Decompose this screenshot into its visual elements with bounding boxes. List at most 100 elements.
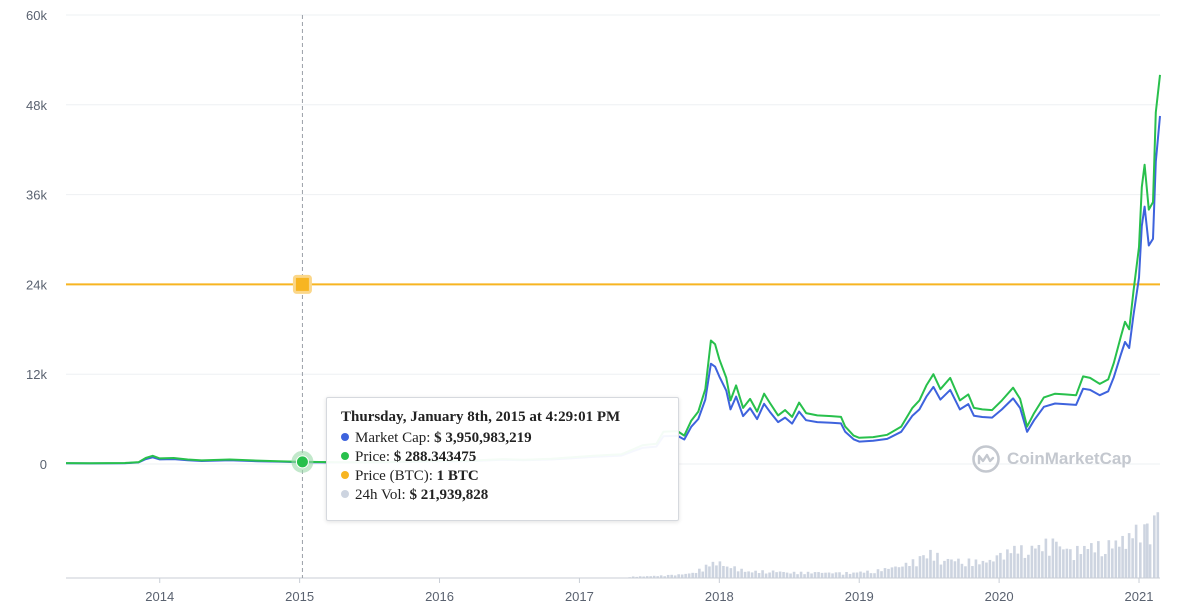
tooltip-label: 24h Vol: — [355, 487, 406, 503]
hover-marker-price — [295, 455, 309, 469]
volume-bar — [768, 572, 771, 578]
volume-bar — [995, 555, 999, 578]
watermark-text: CoinMarketCap — [1007, 449, 1132, 468]
volume-bar — [918, 556, 922, 578]
volume-bar — [999, 552, 1002, 578]
tooltip-label: Price (BTC): — [355, 468, 433, 484]
volume-bar — [1131, 538, 1134, 578]
volume-bar — [694, 572, 698, 578]
volume-bar — [750, 572, 754, 578]
volume-bar — [925, 558, 929, 578]
volume-bar — [915, 566, 918, 578]
volume-bar — [1114, 540, 1118, 578]
volume-bar — [1037, 544, 1041, 578]
volume-bar — [792, 571, 796, 578]
volume-bar — [883, 568, 887, 578]
volume-bar — [1020, 545, 1023, 578]
volume-bar — [704, 564, 708, 578]
volume-bar — [957, 558, 960, 578]
volume-bar — [1072, 560, 1076, 578]
volume-bar — [841, 574, 845, 578]
volume-bar — [1153, 515, 1156, 578]
volume-bar — [1006, 549, 1009, 578]
volume-bar — [1143, 524, 1146, 578]
volume-bar — [761, 570, 764, 578]
volume-bar — [666, 574, 670, 578]
volume-bar — [1023, 557, 1027, 578]
volume-bar — [715, 565, 718, 578]
volume-bar — [1093, 552, 1097, 578]
volume-bar — [922, 555, 925, 578]
volume-bar — [1016, 553, 1020, 578]
x-tick-label: 2019 — [845, 589, 874, 604]
x-tick-label: 2020 — [985, 589, 1014, 604]
volume-bar — [936, 552, 939, 578]
volume-bar — [747, 571, 750, 578]
volume-bar — [736, 571, 740, 578]
market-cap-dot-icon — [341, 433, 349, 441]
volume-bar — [645, 576, 649, 578]
volume-bar — [1139, 542, 1142, 578]
y-tick-label: 60k — [26, 8, 47, 23]
tooltip-value: $ 288.343475 — [393, 449, 477, 465]
volume-bar — [810, 573, 813, 578]
tooltip-label: Market Cap: — [355, 430, 431, 446]
volume-bar — [943, 560, 946, 578]
volume-bar — [701, 571, 705, 578]
volume-bar — [862, 572, 866, 578]
volume-bar — [978, 564, 981, 578]
volume-bar — [946, 558, 950, 578]
y-tick-label: 12k — [26, 367, 47, 382]
volume-bar — [953, 561, 957, 578]
volume-bar — [1146, 523, 1149, 578]
volume-bar — [1041, 551, 1044, 578]
price-btc-dot-icon — [341, 471, 349, 479]
volume-dot-icon — [341, 490, 349, 498]
price-dot-icon — [341, 452, 349, 460]
volume-bar — [859, 571, 862, 578]
volume-bar — [677, 574, 680, 578]
volume-bar — [1048, 555, 1051, 578]
chart-tooltip: Thursday, January 8th, 2015 at 4:29:01 P… — [326, 397, 679, 521]
volume-bar — [981, 560, 985, 578]
volume-bar — [670, 574, 673, 578]
volume-bar — [838, 572, 841, 578]
volume-bar — [1083, 545, 1086, 578]
tooltip-label: Price: — [355, 449, 390, 465]
volume-bar — [785, 572, 789, 578]
volume-bar — [974, 559, 978, 578]
volume-bar — [1027, 554, 1030, 578]
x-tick-label: 2017 — [565, 589, 594, 604]
volume-bar — [1107, 540, 1111, 578]
volume-bar — [1062, 549, 1065, 578]
volume-bar — [876, 569, 880, 578]
volume-bar — [691, 572, 694, 578]
volume-bar — [932, 560, 936, 578]
volume-bar — [754, 570, 757, 578]
volume-bar — [1069, 549, 1072, 578]
volume-bar — [831, 573, 834, 578]
volume-bar — [904, 562, 908, 578]
volume-bar — [939, 564, 943, 578]
volume-bar — [964, 566, 967, 578]
volume-bar — [757, 573, 761, 578]
volume-bar — [985, 562, 988, 578]
volume-bar — [799, 571, 803, 578]
y-tick-label: 48k — [26, 98, 47, 113]
hover-marker-price-btc — [292, 274, 312, 294]
volume-bar — [911, 559, 915, 578]
volume-bar — [796, 574, 799, 578]
volume-bar — [1097, 541, 1100, 578]
tooltip-value: $ 21,939,828 — [409, 487, 489, 503]
volume-bar — [659, 575, 663, 578]
volume-bar — [967, 558, 971, 578]
volume-bar — [890, 567, 894, 578]
volume-bar — [894, 566, 897, 578]
volume-bar — [638, 576, 642, 578]
volume-bar — [698, 568, 701, 578]
volume-bar — [1104, 553, 1107, 578]
volume-bar — [1127, 533, 1131, 578]
volume-bar — [708, 566, 711, 578]
volume-bar — [813, 572, 817, 578]
